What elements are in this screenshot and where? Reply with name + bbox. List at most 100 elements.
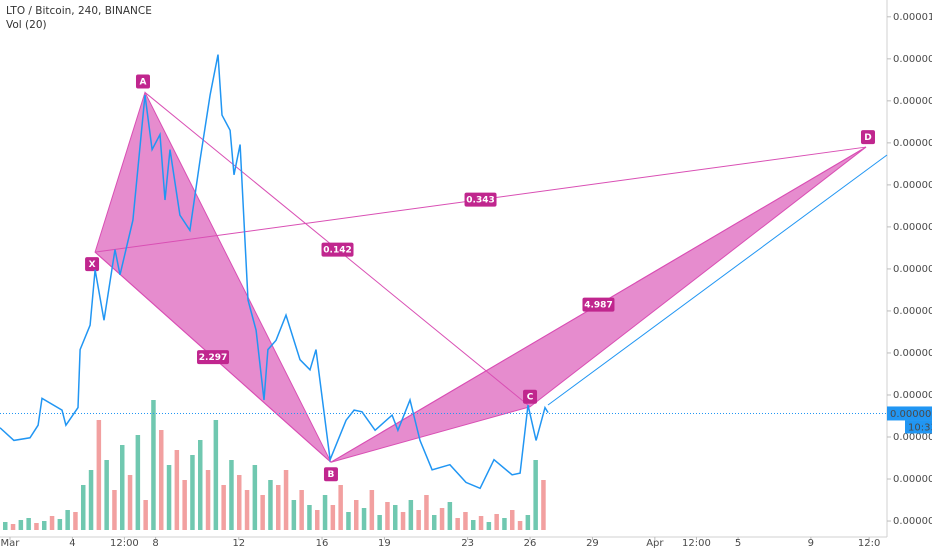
- volume-bar: [416, 510, 421, 530]
- volume-bar: [525, 515, 531, 530]
- volume-bar: [135, 435, 141, 530]
- volume-bar: [276, 485, 281, 530]
- volume-bar: [385, 502, 390, 530]
- y-tick-label: 0.00001000: [893, 12, 932, 23]
- volume-bar: [18, 520, 24, 530]
- volume-bar: [455, 518, 460, 530]
- volume-bar: [447, 502, 453, 530]
- volume-bar: [369, 490, 375, 530]
- volume-bar: [541, 480, 546, 530]
- volume-bar: [408, 500, 414, 530]
- volume-bar: [517, 521, 523, 530]
- point-label: B: [328, 470, 335, 480]
- volume-bar: [174, 450, 180, 530]
- x-tick-label: 26: [524, 538, 537, 549]
- point-box: [860, 130, 875, 145]
- volume-bar: [96, 420, 102, 530]
- point-box: [85, 257, 100, 272]
- countdown-label: 10:33: [908, 422, 932, 433]
- ratio-label: 0.142: [323, 246, 351, 256]
- x-tick-label: 29: [586, 538, 599, 549]
- volume-bar: [346, 512, 351, 530]
- point-label: C: [527, 393, 534, 403]
- volume-bar: [330, 505, 336, 530]
- x-tick-label: Mar: [1, 538, 21, 549]
- volume-bar: [315, 510, 320, 530]
- point-box: [323, 467, 338, 482]
- main-layer: 0.00001000 0.00000950 0.00000900 0.00000850…: [0, 12, 932, 549]
- x-tick-label: 5: [735, 538, 741, 549]
- x-tick-label: 12: [232, 538, 245, 549]
- y-tick-label: 0.00000500: [893, 432, 932, 443]
- y-tick-label: 0.00000700: [893, 264, 932, 275]
- point-box: [523, 389, 538, 404]
- x-tick-label: 8: [152, 538, 158, 549]
- y-tick-label: 0.00000400: [893, 516, 932, 527]
- volume-bar: [533, 460, 538, 530]
- volume-bar: [34, 523, 39, 530]
- ratio-box: [582, 297, 615, 312]
- volume-bar: [182, 480, 187, 530]
- volume-bar: [120, 445, 125, 530]
- ratio-box: [464, 192, 497, 207]
- projection-line: [547, 154, 888, 406]
- y-tick-label: 0.00000750: [893, 222, 932, 233]
- volume-bar: [361, 508, 367, 530]
- ratio-label: 2.297: [199, 353, 227, 363]
- volume-bar: [471, 520, 476, 530]
- volume-bar: [486, 522, 492, 530]
- countdown-box: [905, 420, 932, 434]
- volume-bar: [73, 512, 78, 530]
- volume-bar: [377, 515, 382, 530]
- y-tick-label: 0.00000950: [893, 54, 932, 65]
- volume-bar: [198, 440, 203, 530]
- x-tick-label: 19: [378, 538, 391, 549]
- volume-bar: [463, 512, 468, 530]
- volume-bar: [478, 516, 484, 530]
- volume-bar: [104, 460, 109, 530]
- volume-bar: [283, 470, 289, 530]
- volume-bar: [57, 519, 63, 530]
- y-tick-label: 0.00000900: [893, 96, 932, 107]
- volume-bar: [65, 510, 70, 530]
- volume-bar: [494, 514, 499, 530]
- volume-bar: [252, 465, 258, 530]
- y-tick-label: 0.00000600: [893, 348, 932, 359]
- volume-bar: [439, 508, 445, 530]
- volume-bar: [307, 505, 312, 530]
- volume-bar: [159, 430, 164, 530]
- y-tick-label: 0.00000800: [893, 180, 932, 191]
- chart-title: LTO / Bitcoin, 240, BINANCE: [6, 5, 152, 17]
- x-tick-label: 16: [316, 538, 329, 549]
- volume-bar: [229, 460, 234, 530]
- volume-bar: [205, 470, 211, 530]
- pattern-layer: 2.297 0.142 0.343 4.987 X A B C D: [85, 74, 875, 482]
- volume-bar: [190, 455, 195, 530]
- point-label: A: [140, 77, 147, 87]
- volume-bar: [166, 465, 172, 530]
- price-line: [0, 54, 549, 490]
- x-tick-label: 9: [808, 538, 814, 549]
- volume-bar: [244, 490, 250, 530]
- volume-bar: [510, 510, 515, 530]
- x-tick-label: 12:00: [110, 538, 139, 549]
- y-tick-label: 0.00000650: [893, 306, 932, 317]
- volume-bar: [10, 524, 16, 530]
- y-tick-label: 0.00000850: [893, 138, 932, 149]
- y-tick-label: 0.00000550: [893, 390, 932, 401]
- volume-bar: [49, 516, 55, 530]
- volume-title: Vol (20): [6, 19, 47, 31]
- volume-bar: [237, 475, 242, 530]
- last-price-label: 0.00000528: [890, 409, 932, 420]
- ratio-label: 0.343: [466, 196, 494, 206]
- ratio-label: 4.987: [584, 301, 612, 311]
- volume-bar: [151, 400, 156, 530]
- volume-bar: [322, 495, 328, 530]
- volume-bar: [112, 490, 117, 530]
- volume-bar: [3, 522, 8, 530]
- y-tick-label: 0.00000450: [893, 474, 932, 485]
- volume-bar: [143, 500, 148, 530]
- volume-bar: [400, 512, 406, 530]
- volume-bar: [299, 490, 304, 530]
